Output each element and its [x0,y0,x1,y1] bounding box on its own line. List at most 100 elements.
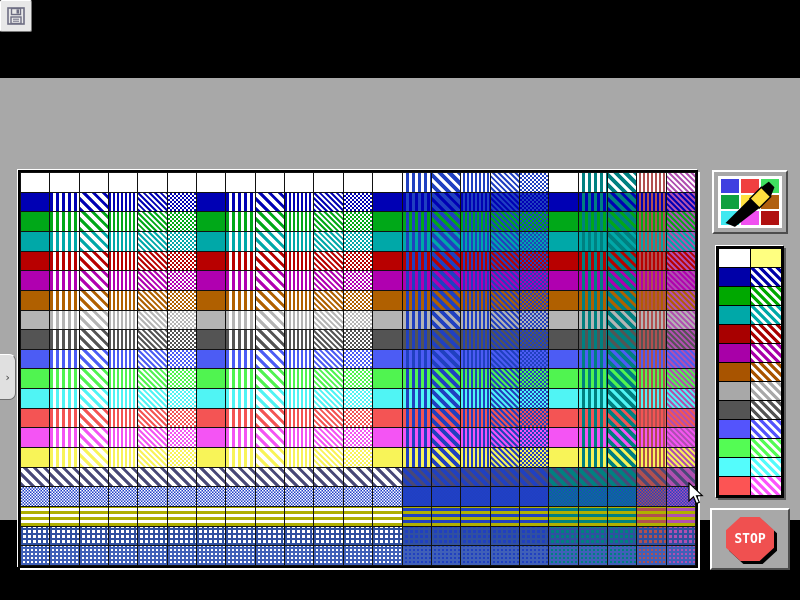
pattern-cell[interactable] [578,173,607,192]
pattern-cell[interactable] [549,546,578,565]
color-swatch-panel[interactable] [716,246,784,498]
pattern-cell[interactable] [578,507,607,526]
pattern-cell[interactable] [79,192,109,212]
pattern-cell[interactable] [373,487,402,507]
color-swatch-solid[interactable] [719,382,750,400]
pattern-cell[interactable] [138,192,167,212]
pattern-cell[interactable] [431,487,461,507]
pattern-cell[interactable] [226,290,255,310]
pattern-cell[interactable] [549,467,578,487]
pattern-cell[interactable] [607,173,637,192]
pattern-cell[interactable] [314,467,343,487]
pattern-cell[interactable] [373,389,402,408]
pattern-cell[interactable] [402,487,431,507]
pattern-cell[interactable] [402,173,431,192]
pattern-cell[interactable] [431,389,461,408]
pattern-cell[interactable] [578,369,607,389]
color-swatch-solid[interactable] [719,306,750,324]
pattern-cell[interactable] [461,389,490,408]
pattern-cell[interactable] [637,526,666,546]
pattern-cell[interactable] [637,467,666,487]
pattern-cell[interactable] [167,467,197,487]
pattern-cell[interactable] [343,467,373,487]
pattern-cell[interactable] [21,408,50,428]
color-swatch-dithered[interactable] [750,344,781,362]
pattern-cell[interactable] [314,546,343,565]
pattern-cell[interactable] [461,251,490,271]
pattern-cell[interactable] [607,389,637,408]
pattern-cell[interactable] [461,212,490,231]
pattern-cell[interactable] [402,546,431,565]
pattern-cell[interactable] [519,271,549,290]
pattern-cell[interactable] [21,231,50,251]
pattern-cell[interactable] [79,467,109,487]
pattern-cell[interactable] [226,369,255,389]
pattern-cell[interactable] [461,487,490,507]
pattern-cell[interactable] [637,192,666,212]
pattern-cell[interactable] [490,546,519,565]
pattern-cell[interactable] [21,290,50,310]
pattern-cell[interactable] [226,487,255,507]
pattern-cell[interactable] [79,487,109,507]
pattern-cell[interactable] [549,369,578,389]
pattern-cell[interactable] [549,251,578,271]
pattern-cell[interactable] [226,173,255,192]
color-swatch-dithered[interactable] [750,306,781,324]
pattern-cell[interactable] [226,330,255,349]
pattern-cell[interactable] [21,349,50,369]
pattern-cell[interactable] [490,173,519,192]
pattern-cell[interactable] [666,467,695,487]
pattern-cell[interactable] [578,428,607,448]
pattern-cell[interactable] [578,467,607,487]
pattern-cell[interactable] [50,507,79,526]
pattern-cell[interactable] [50,546,79,565]
pattern-cell[interactable] [167,507,197,526]
pattern-cell[interactable] [666,349,695,369]
pattern-cell[interactable] [431,349,461,369]
color-swatch-solid[interactable] [719,363,750,381]
pattern-cell[interactable] [549,290,578,310]
pattern-cell[interactable] [226,507,255,526]
pattern-cell[interactable] [138,467,167,487]
pattern-cell[interactable] [50,369,79,389]
pattern-cell[interactable] [549,349,578,369]
pattern-cell[interactable] [431,507,461,526]
pattern-cell[interactable] [79,212,109,231]
pattern-cell[interactable] [197,192,226,212]
pattern-cell[interactable] [519,310,549,330]
pattern-cell[interactable] [666,428,695,448]
pattern-cell[interactable] [431,192,461,212]
pattern-cell[interactable] [197,330,226,349]
pattern-cell[interactable] [21,212,50,231]
pattern-cell[interactable] [637,389,666,408]
pattern-cell[interactable] [607,212,637,231]
pattern-cell[interactable] [461,448,490,467]
pattern-cell[interactable] [549,231,578,251]
pattern-cell[interactable] [21,428,50,448]
pattern-cell[interactable] [461,330,490,349]
pattern-cell[interactable] [343,290,373,310]
pattern-cell[interactable] [637,369,666,389]
pattern-cell[interactable] [314,192,343,212]
pattern-cell[interactable] [314,369,343,389]
pattern-cell[interactable] [138,349,167,369]
palette-button[interactable] [712,170,788,234]
pattern-cell[interactable] [461,408,490,428]
pattern-cell[interactable] [461,231,490,251]
pattern-cell[interactable] [666,546,695,565]
pattern-cell[interactable] [109,487,138,507]
pattern-cell[interactable] [138,546,167,565]
pattern-cell[interactable] [666,389,695,408]
pattern-cell[interactable] [490,487,519,507]
pattern-cell[interactable] [490,231,519,251]
pattern-cell[interactable] [255,507,285,526]
pattern-cell[interactable] [285,251,314,271]
pattern-cell[interactable] [490,467,519,487]
pattern-cell[interactable] [343,448,373,467]
pattern-cell[interactable] [197,251,226,271]
pattern-cell[interactable] [373,251,402,271]
pattern-cell[interactable] [226,271,255,290]
pattern-cell[interactable] [255,173,285,192]
pattern-cell[interactable] [607,330,637,349]
pattern-cell[interactable] [167,448,197,467]
